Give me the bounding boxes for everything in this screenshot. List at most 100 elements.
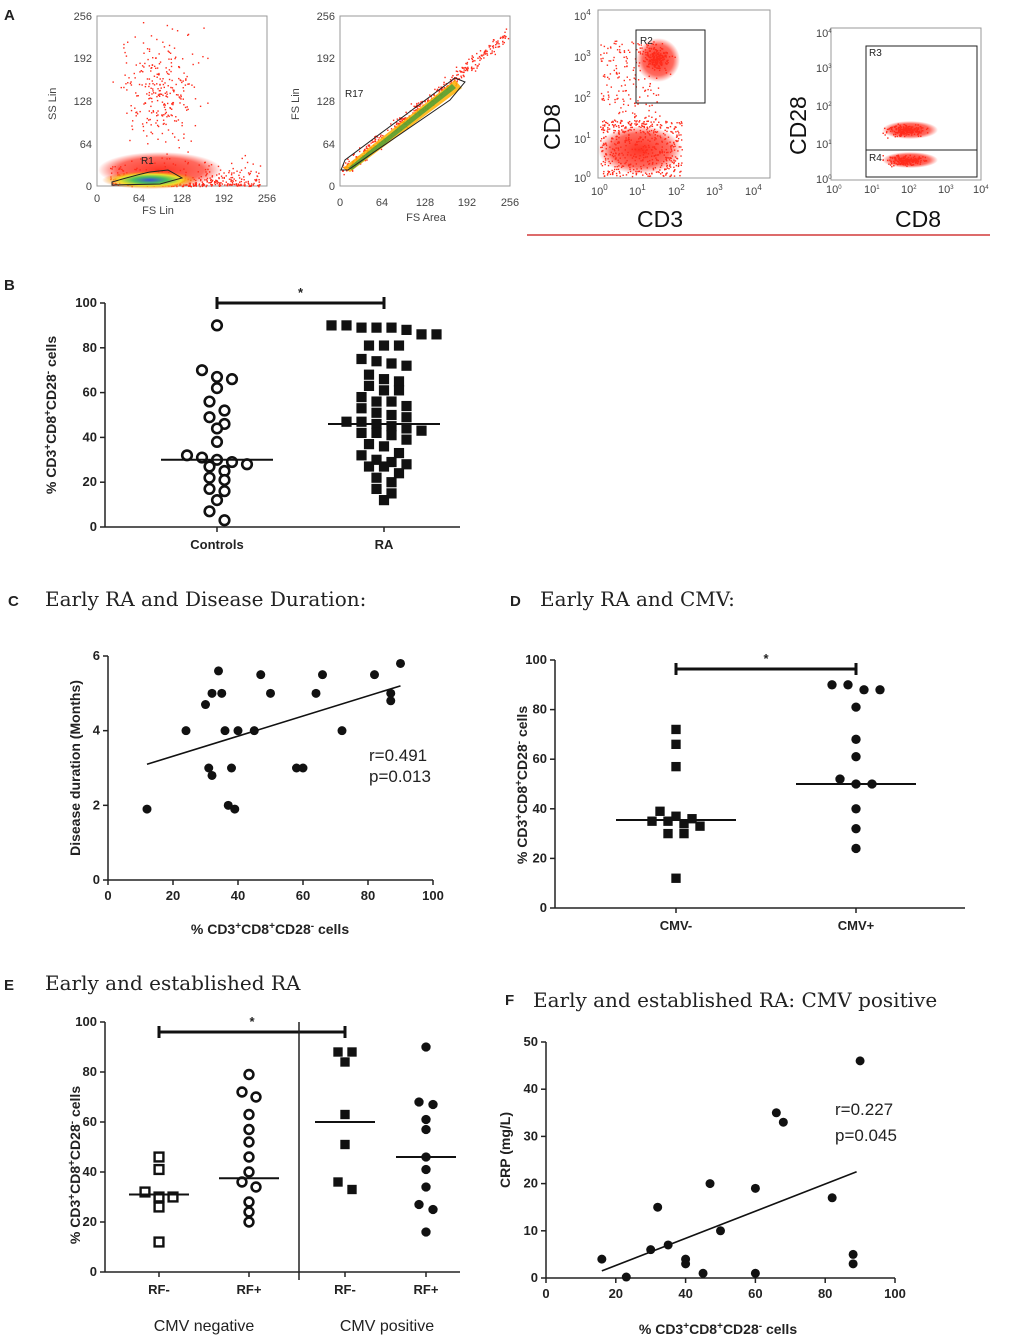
log-xtick: 101: [629, 183, 646, 198]
data-point: [401, 459, 411, 469]
panel-d-label: D: [510, 593, 521, 610]
flow-xtick: 128: [173, 193, 191, 205]
data-point: [318, 670, 327, 679]
flow-event: [248, 182, 249, 183]
flow-event: [618, 90, 619, 91]
flow-event: [883, 155, 884, 156]
flow-event: [617, 77, 618, 78]
data-point: [828, 1193, 837, 1202]
log-xtick: 100: [591, 183, 608, 198]
flow-xtick: 0: [337, 197, 343, 209]
flow-event: [233, 172, 234, 173]
flow-event: [653, 121, 654, 122]
flow-event: [164, 82, 165, 83]
flow-event: [226, 185, 227, 186]
flow-event: [168, 74, 169, 75]
flow-event: [147, 143, 148, 144]
data-point: [421, 1182, 430, 1191]
data-point: [347, 1185, 356, 1194]
flow-event: [148, 86, 149, 87]
log-xtick: 102: [668, 183, 685, 198]
flow-event: [202, 56, 203, 57]
flow-event: [163, 123, 164, 124]
data-point: [245, 1168, 254, 1177]
flow-event: [461, 71, 462, 72]
log-ytick: 102: [816, 101, 832, 113]
flow-event: [603, 95, 604, 96]
data-point: [205, 412, 215, 422]
data-point: [266, 689, 275, 698]
flow-event: [658, 122, 659, 123]
flow-event: [143, 103, 144, 104]
x-tick-label: 100: [884, 1286, 906, 1301]
data-point: [356, 403, 366, 413]
y-tick-label: 20: [83, 474, 97, 489]
flow-event: [434, 89, 435, 90]
data-points: [597, 1056, 864, 1281]
panel-a-label: A: [4, 7, 15, 24]
y-tick-label: 30: [524, 1128, 538, 1143]
flow-event: [604, 76, 605, 77]
flow-event: [644, 78, 645, 79]
flow-event: [230, 177, 231, 178]
flow-event: [615, 43, 616, 44]
data-point: [208, 689, 217, 698]
data-point: [386, 430, 396, 440]
flow-event: [158, 74, 159, 75]
flow-event: [506, 28, 507, 29]
flow-event: [632, 112, 633, 113]
data-point: [394, 376, 404, 386]
flow-event: [124, 74, 125, 75]
flow-event: [628, 94, 629, 95]
data-point: [851, 702, 860, 711]
flow-event: [215, 184, 216, 185]
flow-event: [606, 122, 607, 123]
flow-event: [479, 56, 480, 57]
data-point: [414, 1200, 423, 1209]
flow-event: [169, 93, 170, 94]
log-xtick: 104: [745, 183, 762, 198]
data-point: [234, 726, 243, 735]
data-point: [679, 829, 688, 838]
data-point: [220, 475, 230, 485]
flow-event: [221, 176, 222, 177]
category-label: RF+: [237, 1282, 262, 1297]
flow-event: [495, 44, 496, 45]
flow-event: [626, 65, 627, 66]
flow-event: [625, 90, 626, 91]
flow-event: [370, 142, 371, 143]
flow-event: [615, 124, 616, 125]
flow-event: [136, 112, 137, 113]
flow-event: [666, 173, 667, 174]
flow-event: [616, 175, 617, 176]
flow-event: [150, 124, 151, 125]
flow-event: [475, 70, 476, 71]
flow-event: [162, 42, 163, 43]
y-tick-label: 60: [533, 751, 547, 766]
flow-event: [152, 64, 153, 65]
flow-event: [129, 140, 130, 141]
gate-r4-label: R4: [869, 153, 882, 164]
flow-event: [199, 186, 200, 187]
flow-event: [183, 98, 184, 99]
flow-event: [634, 123, 635, 124]
y-tick-label: 0: [93, 872, 100, 887]
data-point: [597, 1255, 606, 1264]
flow-event: [155, 57, 156, 58]
x-tick-label: 80: [818, 1286, 832, 1301]
data-point: [386, 358, 396, 368]
flow-event: [232, 182, 233, 183]
flow-plot-ylabel: SS Lin: [47, 88, 59, 120]
flow-event: [648, 110, 649, 111]
flow-event: [226, 175, 227, 176]
flow-event: [172, 28, 173, 29]
flow-event: [134, 73, 135, 74]
flow-event: [680, 171, 681, 172]
panel-a: A R1 SS Lin FS Lin 256 192 128 64 0 0 64…: [4, 7, 990, 235]
data-point: [421, 1042, 430, 1051]
flow-event: [600, 126, 601, 127]
data-point: [401, 325, 411, 335]
data-point: [340, 1110, 349, 1119]
data-point: [364, 370, 374, 380]
y-axis-label: % CD3+CD8+CD28- cells: [43, 336, 59, 494]
